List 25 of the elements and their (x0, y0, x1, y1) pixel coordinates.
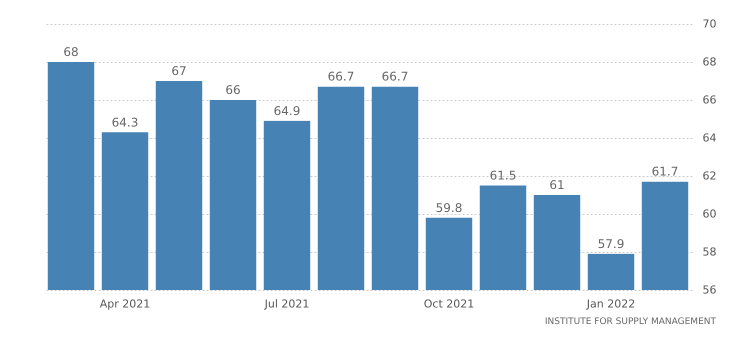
data-label: 66.7 (382, 70, 408, 84)
data-label: 61 (549, 178, 565, 192)
data-label: 61.7 (652, 164, 678, 179)
x-tick-label: Apr 2021 (100, 298, 150, 310)
x-tick-label: Oct 2021 (424, 298, 474, 310)
y-tick-label: 68 (702, 56, 716, 68)
x-tick-label: Jul 2021 (264, 298, 310, 310)
data-label: 57.9 (598, 236, 624, 251)
data-label: 61.5 (490, 168, 516, 182)
y-tick-label: 56 (702, 284, 716, 296)
x-tick-label: Jan 2022 (586, 298, 636, 310)
text: INSTITUTE FOR SUPPLY MANAGEMENT (544, 317, 716, 327)
y-tick-label: 60 (702, 208, 716, 220)
data-label: 67 (171, 64, 187, 78)
data-label: 64.9 (274, 104, 300, 118)
y-tick-label: 66 (702, 94, 716, 106)
y-tick-label: 62 (702, 170, 716, 182)
data-label: 68 (63, 45, 79, 59)
y-tick-label: 70 (702, 18, 716, 30)
y-tick-label: 64 (702, 132, 716, 144)
data-label: 66.7 (328, 70, 354, 84)
data-label: 66 (225, 83, 241, 97)
data-label: 64.3 (112, 115, 138, 130)
y-tick-label: 58 (702, 246, 716, 258)
data-label: 59.8 (436, 200, 462, 215)
